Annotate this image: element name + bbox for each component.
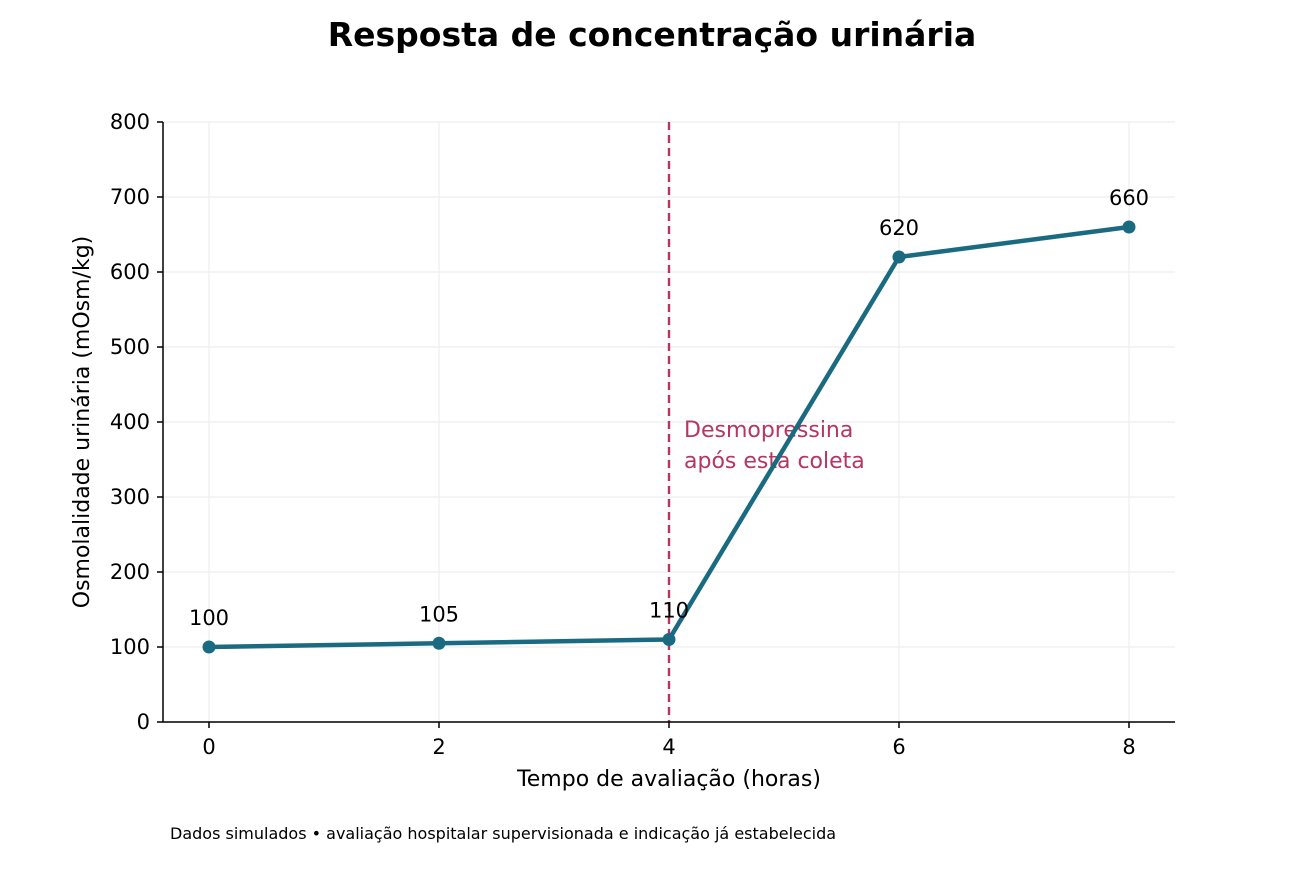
x-axis-label: Tempo de avaliação (horas) [516,767,821,792]
y-tick-label: 100 [110,635,150,659]
annotation-text: Desmopressina após esta coleta [684,418,865,474]
y-tick-label: 800 [110,110,150,134]
y-tick-label: 400 [110,410,150,434]
data-label: 660 [1109,186,1149,210]
y-tick-label: 500 [110,335,150,359]
data-labels: 100 105 110 620 660 [189,186,1149,630]
data-label: 100 [189,606,229,630]
footnote: Dados simulados • avaliação hospitalar s… [170,824,836,843]
x-tick-label: 8 [1122,735,1135,759]
chart-title: Resposta de concentração urinária [328,15,977,54]
series [202,220,1136,654]
annotation: Desmopressina após esta coleta [667,122,865,722]
y-tick-label: 0 [137,710,150,734]
data-point [1122,220,1136,234]
y-axis-label: Osmolalidade urinária (mOsm/kg) [70,236,95,609]
y-tick-label: 300 [110,485,150,509]
data-label: 620 [879,216,919,240]
y-tick-label: 600 [110,260,150,284]
axes: 0 100 200 300 400 500 600 700 800 0 2 4 6 8 [110,110,1175,759]
x-tick-label: 6 [892,735,905,759]
x-tick-label: 4 [662,735,675,759]
data-label: 105 [419,602,459,626]
x-tick-label: 2 [432,735,445,759]
data-point [432,636,446,650]
y-tick-label: 200 [110,560,150,584]
data-point [202,640,216,654]
y-tick-label: 700 [110,185,150,209]
annotation-text-line: Desmopressina [684,418,853,443]
data-point [662,633,676,646]
data-point [892,250,906,264]
data-label: 110 [649,599,689,623]
x-tick-label: 0 [202,735,215,759]
